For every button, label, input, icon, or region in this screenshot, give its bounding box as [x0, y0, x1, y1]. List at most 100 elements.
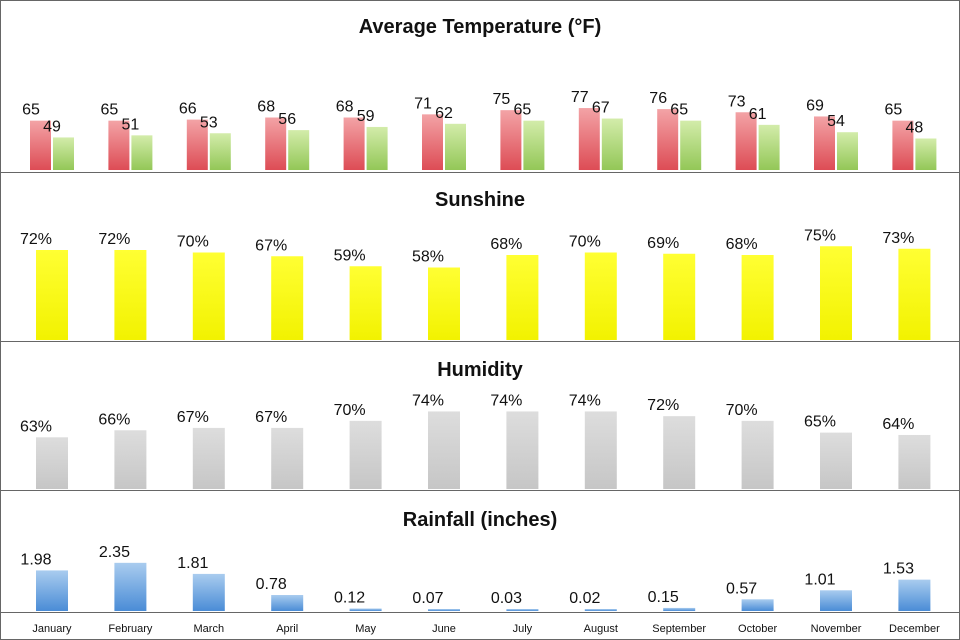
- sunshine-bar-sunshine: [192, 252, 225, 340]
- sunshine-value-label: 73%: [882, 230, 914, 247]
- sunshine-title: Sunshine: [435, 189, 525, 211]
- temperature-value-label: 75: [493, 91, 511, 108]
- rainfall-value-label: 0.78: [256, 576, 287, 593]
- sunshine-value-label: 72%: [98, 231, 130, 248]
- sunshine-bar-sunshine: [36, 250, 68, 340]
- humidity-value-label: 70%: [726, 402, 758, 419]
- rainfall-value-label: 0.15: [648, 589, 679, 606]
- rainfall-bar-rainfall: [36, 570, 68, 611]
- sunshine-bar-sunshine: [271, 256, 304, 340]
- temperature-value-label: 65: [670, 102, 688, 119]
- sunshine-bar-sunshine: [663, 253, 696, 340]
- humidity-value-label: 67%: [255, 409, 287, 426]
- humidity-bar-humidity: [584, 411, 617, 489]
- temperature-bar-high: [422, 114, 443, 170]
- temperature-value-label: 73: [728, 93, 746, 110]
- rainfall-value-label: 0.07: [412, 590, 443, 607]
- temperature-value-label: 76: [649, 90, 667, 107]
- rainfall-bar-rainfall: [506, 609, 539, 611]
- temperature-value-label: 61: [749, 106, 767, 123]
- rainfall-bar-rainfall: [584, 609, 617, 611]
- temperature-bar-high: [657, 109, 679, 170]
- temperature-title: Average Temperature (°F): [359, 16, 602, 38]
- humidity-value-label: 74%: [490, 392, 522, 409]
- humidity-value-label: 65%: [804, 414, 836, 431]
- sunshine-bars: 72% 72% 70% 67% 59% 58% 68% 70% 69% 68% 75% 73%: [20, 227, 931, 340]
- humidity-value-label: 74%: [569, 392, 601, 409]
- temperature-bar-low: [523, 120, 545, 170]
- temperature-bar-low: [366, 126, 388, 170]
- sunshine-bar-sunshine: [506, 255, 539, 340]
- month-tick-label: September: [652, 623, 706, 635]
- temperature-value-label: 71: [414, 95, 432, 112]
- humidity-bar-humidity: [820, 432, 852, 489]
- sunshine-bar-sunshine: [114, 250, 147, 340]
- rainfall-bar-rainfall: [192, 573, 225, 611]
- rainfall-bar-rainfall: [114, 562, 147, 611]
- temperature-value-label: 49: [43, 118, 61, 135]
- temperature-value-label: 65: [101, 102, 119, 119]
- rainfall-bar-rainfall: [663, 607, 696, 611]
- sunshine-bar-sunshine: [584, 252, 617, 340]
- month-tick-label: February: [108, 623, 153, 635]
- humidity-bar-humidity: [271, 427, 304, 489]
- sunshine-bar-sunshine: [820, 246, 852, 340]
- temperature-value-label: 59: [357, 108, 375, 125]
- month-tick-label: June: [432, 623, 456, 635]
- month-tick-label: July: [513, 623, 533, 635]
- rainfall-value-label: 0.02: [569, 590, 600, 607]
- humidity-bar-humidity: [192, 427, 225, 489]
- humidity-value-label: 67%: [177, 409, 209, 426]
- humidity-value-label: 66%: [98, 411, 130, 428]
- humidity-value-label: 64%: [882, 416, 914, 433]
- temperature-value-label: 67: [592, 100, 610, 117]
- humidity-bar-humidity: [506, 411, 539, 489]
- rainfall-bar-rainfall: [741, 599, 774, 611]
- rainfall-bar-rainfall: [349, 608, 382, 611]
- temperature-value-label: 53: [200, 114, 218, 131]
- humidity-value-label: 72%: [647, 397, 679, 414]
- rainfall-bars: 1.98 2.35 1.81 0.78 0.12 0.07 0.03 0.02 0.15 0.57…: [20, 544, 931, 611]
- rainfall-value-label: 1.81: [177, 555, 208, 572]
- temperature-value-label: 48: [906, 120, 924, 137]
- humidity-bar-humidity: [36, 437, 68, 489]
- temperature-bar-low: [53, 137, 74, 170]
- month-tick-label: November: [811, 623, 862, 635]
- temperature-bar-low: [915, 138, 937, 170]
- sunshine-value-label: 72%: [20, 231, 52, 248]
- temperature-bar-high: [108, 120, 130, 170]
- temperature-bar-high: [186, 119, 208, 170]
- humidity-bar-humidity: [898, 434, 931, 489]
- temperature-value-label: 56: [278, 111, 296, 128]
- temperature-value-label: 65: [22, 102, 40, 119]
- temperature-bar-low: [131, 135, 153, 170]
- sunshine-bar-sunshine: [741, 255, 774, 340]
- temperature-bar-high: [578, 108, 600, 170]
- temperature-bar-high: [30, 120, 51, 170]
- temperature-bar-high: [892, 120, 914, 170]
- temperature-bar-high: [343, 117, 365, 170]
- temperature-bar-low: [758, 124, 780, 170]
- sunshine-value-label: 75%: [804, 227, 836, 244]
- rainfall-bar-rainfall: [820, 590, 852, 611]
- temperature-bar-low: [209, 133, 231, 170]
- temperature-bar-low: [601, 118, 623, 170]
- sunshine-value-label: 68%: [726, 236, 758, 253]
- temperature-bar-low: [288, 130, 310, 170]
- rainfall-value-label: 0.57: [726, 580, 757, 597]
- sunshine-value-label: 58%: [412, 249, 444, 266]
- temperature-value-label: 51: [122, 116, 140, 133]
- temperature-bar-low: [680, 120, 702, 170]
- sunshine-value-label: 59%: [334, 247, 366, 264]
- sunshine-value-label: 69%: [647, 235, 679, 252]
- temperature-bar-high: [814, 116, 835, 170]
- month-axis: January February March April May June July Augu…: [32, 623, 940, 635]
- temperature-bar-low: [445, 123, 466, 170]
- sunshine-value-label: 67%: [255, 237, 287, 254]
- month-tick-label: August: [584, 623, 618, 635]
- rainfall-bar-rainfall: [898, 579, 931, 611]
- temperature-value-label: 69: [806, 97, 824, 114]
- temperature-value-label: 65: [514, 102, 532, 119]
